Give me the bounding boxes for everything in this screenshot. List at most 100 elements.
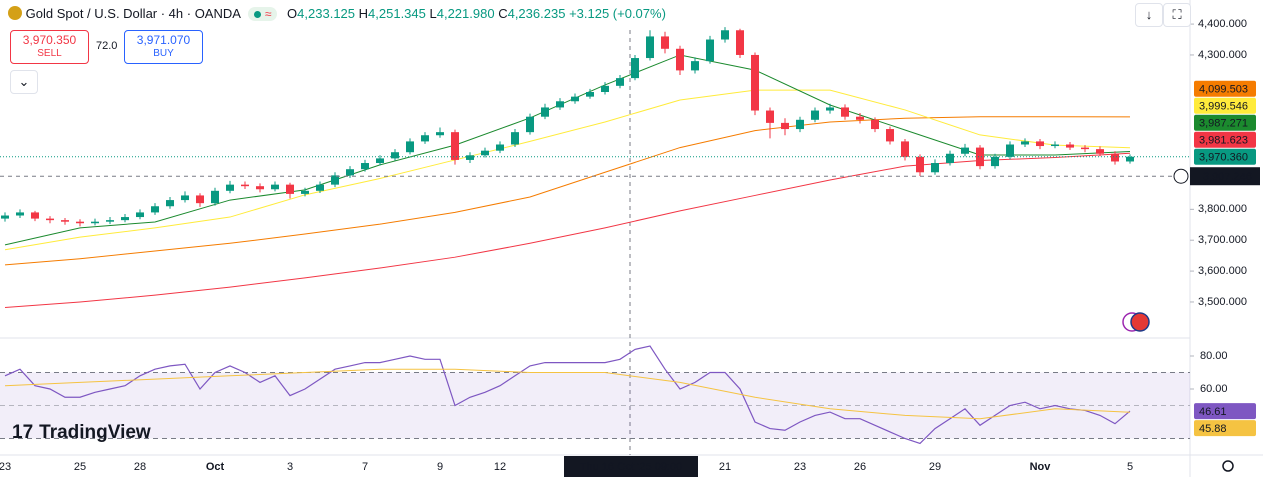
sell-button[interactable]: 3,970.350 SELL (10, 30, 89, 64)
l-key: L (429, 6, 437, 21)
candle-body (331, 175, 339, 185)
moving-average (4, 152, 1131, 309)
candle-body (76, 221, 84, 224)
price-label: 3,987.271 (1199, 118, 1248, 130)
price-label: 46.61 (1199, 406, 1227, 418)
legend-icon[interactable] (1122, 312, 1150, 332)
candle-body (571, 96, 579, 102)
candle-body (661, 36, 669, 49)
legend-icon-flag (1130, 312, 1150, 332)
collapse-button[interactable]: ⌄ (10, 70, 38, 94)
symbol-title[interactable]: Gold Spot / U.S. Dollar · 4h · OANDA (25, 6, 241, 21)
o-key: O (287, 6, 298, 21)
crosshair-time: Thu 16 Oct '25 09:00 (580, 461, 682, 473)
candle-body (766, 110, 774, 123)
candle-body (511, 132, 519, 145)
symbol-row: Gold Spot / U.S. Dollar · 4h · OANDA ≈ O… (8, 6, 666, 21)
candle-body (811, 110, 819, 120)
rsi-average (4, 368, 1131, 420)
candle-body (976, 147, 984, 167)
rsi-line (4, 345, 1131, 445)
candle-body (946, 153, 954, 164)
candle-body (196, 195, 204, 204)
price-label-bg (1194, 131, 1256, 148)
candle-body (1, 215, 9, 219)
x-tick-label: 21 (719, 461, 731, 473)
candle-body (301, 190, 309, 194)
y-tick-label: 80.00 (1200, 350, 1228, 362)
candle-body (751, 54, 759, 111)
gear (1222, 460, 1234, 472)
candle-body (121, 217, 129, 221)
candle-body (646, 36, 654, 59)
x-tick-label: 25 (74, 461, 86, 473)
candle-body (391, 152, 399, 159)
candle-body (1036, 141, 1044, 147)
y-tick-label: 3,700.000 (1198, 234, 1247, 246)
settings-icon[interactable] (1222, 460, 1234, 472)
brand-name: TradingView (39, 422, 151, 443)
candle-body (706, 39, 714, 62)
price-label: 3,981.623 (1199, 135, 1248, 147)
buy-label: BUY (153, 48, 174, 59)
buy-price: 3,971.070 (136, 33, 191, 47)
candle-body (31, 212, 39, 219)
candle-body (436, 132, 444, 136)
candle-body (106, 220, 114, 222)
candle-body (286, 184, 294, 194)
price-label-bg (1194, 97, 1256, 114)
price-label-bg (1194, 148, 1256, 165)
candle-body (241, 184, 249, 187)
candle-body (361, 163, 369, 170)
crosshair-price-bg (1190, 167, 1260, 186)
candle-body (61, 220, 69, 222)
price-label-bg (1194, 403, 1256, 420)
candle-body (421, 135, 429, 142)
candle-body (631, 58, 639, 79)
y-tick-label: 3,600.000 (1198, 265, 1247, 277)
x-tick-label: 29 (929, 461, 941, 473)
brand-logo: 17 TradingView (12, 422, 151, 444)
crosshair-time-bg (564, 456, 698, 477)
x-tick-label: 12 (494, 461, 506, 473)
candle-body (616, 78, 624, 86)
price-label-bg (1194, 420, 1256, 437)
candle-body (256, 186, 264, 190)
candle-body (406, 141, 414, 153)
candle-body (271, 184, 279, 190)
candle-body (211, 190, 219, 204)
fullscreen-button[interactable]: ⛶ (1163, 3, 1191, 27)
x-tick-label: 3 (287, 461, 293, 473)
candle-body (1006, 144, 1014, 157)
candle-body (526, 116, 534, 133)
x-tick-label: 28 (134, 461, 146, 473)
x-tick-label: Oct (206, 461, 225, 473)
candle-body (166, 200, 174, 207)
status-pill[interactable]: ≈ (247, 7, 278, 21)
buy-button[interactable]: 3,971.070 BUY (124, 30, 203, 64)
spread: 72.0 (96, 40, 118, 52)
y-tick-label: 4,300.000 (1198, 49, 1247, 61)
price-label: 3,999.546 (1199, 101, 1248, 113)
x-tick-label: 23 (794, 461, 806, 473)
candle-body (886, 129, 894, 142)
x-tick-label: 26 (854, 461, 866, 473)
candle-body (181, 195, 189, 201)
candle-body (1051, 144, 1059, 147)
symbol-icon (8, 6, 22, 20)
candle-body (901, 141, 909, 157)
candle-body (1126, 156, 1134, 162)
candle-body (466, 155, 474, 160)
candle-body (601, 85, 609, 93)
l-value: 4,221.980 (436, 6, 495, 21)
candle-body (991, 156, 999, 167)
candle-body (481, 150, 489, 156)
candle-body (226, 184, 234, 191)
moving-average (4, 89, 1131, 251)
download-button[interactable]: ↓ (1135, 3, 1163, 27)
candle-body (16, 212, 24, 216)
price-label-bg (1194, 80, 1256, 97)
candle-body (841, 107, 849, 117)
